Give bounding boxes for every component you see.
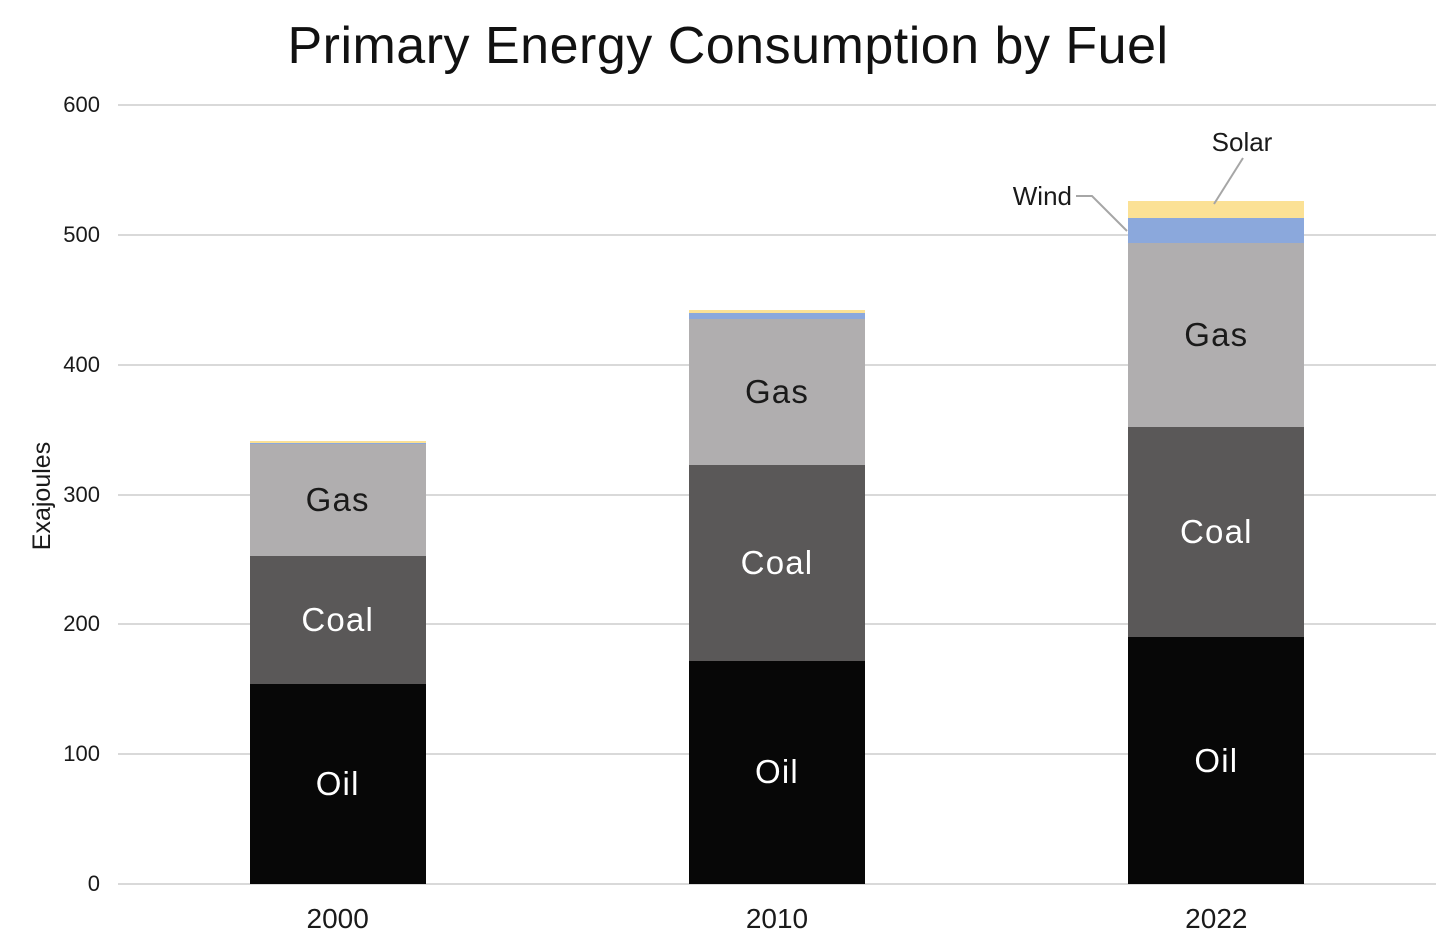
segment-label-coal: Coal: [1179, 513, 1253, 551]
segment-label-coal: Coal: [740, 543, 814, 581]
y-tick-label-0: 0: [87, 871, 100, 896]
bar-2000-segment-gas: Gas: [249, 443, 426, 556]
segment-label-gas: Gas: [744, 372, 810, 410]
segment-label-oil: Oil: [315, 765, 360, 803]
solar-annotation-label: Solar: [1211, 127, 1273, 157]
gridline-500: [118, 233, 1436, 236]
bar-2010-segment-gas: Gas: [689, 319, 865, 465]
bar-2022-segment-oil: Oil: [1128, 637, 1305, 884]
gridline-600: [118, 104, 1436, 106]
bar-2022-segment-gas: Gas: [1128, 242, 1305, 427]
chart-title: Primary Energy Consumption by Fuel: [287, 17, 1169, 75]
x-tick-label-2022: 2022: [1185, 903, 1248, 934]
y-tick-label-500: 500: [63, 221, 100, 247]
y-tick-label-400: 400: [63, 351, 100, 377]
gridline-0: [118, 883, 1436, 885]
wind-leader-line: [1076, 195, 1128, 232]
bar-2010-segment-solar: [689, 310, 865, 314]
y-tick-label-600: 600: [63, 92, 100, 117]
segment-label-gas: Gas: [1184, 315, 1249, 353]
bar-2022-segment-solar: [1128, 201, 1305, 218]
segment-label-oil: Oil: [755, 753, 799, 791]
bar-2000-segment-solar: [249, 440, 426, 443]
segment-label-oil: Oil: [1194, 741, 1239, 779]
segment-label-gas: Gas: [305, 480, 370, 518]
bar-2000-segment-wind: [249, 442, 426, 444]
y-tick-label-300: 300: [63, 481, 100, 507]
bar-2000-segment-oil: Oil: [249, 684, 426, 884]
wind-annotation-label: Wind: [1012, 181, 1072, 211]
x-tick-label-2000: 2000: [306, 903, 369, 934]
bar-2010-segment-coal: Coal: [689, 464, 865, 661]
segment-label-coal: Coal: [301, 600, 374, 638]
y-tick-label-200: 200: [63, 611, 100, 637]
bar-2022-segment-wind: [1128, 217, 1305, 243]
x-tick-label-2010: 2010: [745, 903, 809, 934]
solar-leader-line: [1213, 157, 1244, 205]
y-tick-label-100: 100: [63, 741, 100, 767]
bar-2010-segment-oil: Oil: [689, 660, 865, 884]
bar-2022-segment-coal: Coal: [1128, 426, 1305, 638]
bar-2010-segment-wind: [689, 313, 865, 320]
bar-2000-segment-coal: Coal: [249, 555, 426, 685]
